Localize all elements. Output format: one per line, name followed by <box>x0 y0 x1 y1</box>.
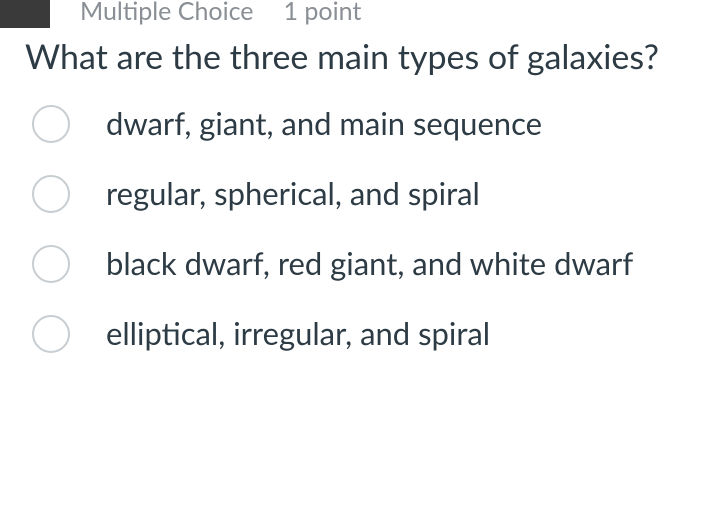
option-row[interactable]: elliptical, irregular, and spiral <box>32 313 687 353</box>
question-text: What are the three main types of galaxie… <box>0 28 707 103</box>
option-label: black dwarf, red giant, and white dwarf <box>106 243 633 283</box>
option-row[interactable]: black dwarf, red giant, and white dwarf <box>32 243 687 283</box>
radio-icon[interactable] <box>32 245 70 283</box>
option-row[interactable]: dwarf, giant, and main sequence <box>32 103 687 143</box>
option-label: dwarf, giant, and main sequence <box>106 103 542 143</box>
points-label: 1 point <box>283 0 361 26</box>
radio-icon[interactable] <box>32 105 70 143</box>
option-row[interactable]: regular, spherical, and spiral <box>32 173 687 213</box>
question-type-label: Multiple Choice <box>80 0 253 26</box>
option-label: regular, spherical, and spiral <box>106 173 480 213</box>
options-list: dwarf, giant, and main sequence regular,… <box>0 103 707 354</box>
radio-icon[interactable] <box>32 315 70 353</box>
radio-icon[interactable] <box>32 175 70 213</box>
question-header: Multiple Choice 1 point <box>0 0 707 28</box>
option-label: elliptical, irregular, and spiral <box>106 313 490 353</box>
header-block <box>0 0 50 28</box>
